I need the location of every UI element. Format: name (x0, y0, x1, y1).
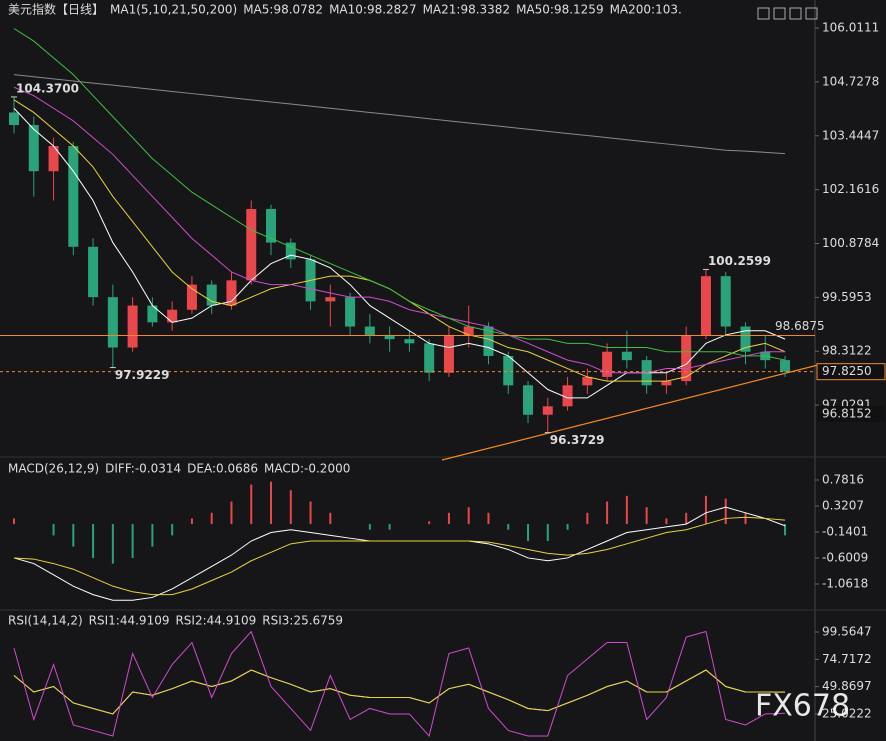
legend-entry: MA10:98.2827 (329, 3, 417, 17)
candle-body (602, 351, 613, 377)
level-label: 98.6875 (775, 319, 825, 333)
candle-body (720, 276, 731, 327)
series-line (13, 107, 786, 399)
candle-body (700, 276, 711, 335)
candle-body (246, 209, 257, 281)
price-box (816, 363, 886, 381)
candle-body (681, 334, 692, 382)
y-tick-label: 106.0111 (822, 21, 879, 35)
annotation-label: 100.2599 (708, 254, 771, 268)
candle-body (266, 209, 277, 243)
legend-entry: MA1(5,10,21,50,200) (110, 3, 237, 17)
legend-entry: MA50:98.1259 (516, 3, 604, 17)
candle-body (404, 339, 415, 344)
legend-entry: MA200:103. (610, 3, 682, 17)
candle-body (226, 280, 237, 306)
candle-body (582, 376, 593, 386)
candle-body (107, 297, 118, 348)
legend-entry: 【日线】 (56, 3, 104, 17)
candle-body (661, 381, 672, 386)
candle-body (345, 297, 356, 327)
y-tick-label: -1.0618 (822, 576, 868, 590)
candle-body (9, 112, 19, 126)
candle-body (28, 125, 39, 172)
tool-icon[interactable] (789, 7, 802, 20)
candle-body (147, 305, 158, 323)
y-tick-label: 98.3122 (822, 344, 872, 358)
legend-entry: RSI2:44.9109 (175, 614, 256, 628)
legend-entry: 美元指数 (8, 2, 56, 17)
candle-body (206, 284, 217, 306)
candle-body (443, 334, 454, 373)
series-line (13, 630, 786, 737)
legend-entry: MA21:98.3382 (423, 3, 511, 17)
annotation-label: 104.3700 (16, 81, 79, 95)
tool-icon[interactable] (773, 7, 786, 20)
series-line (13, 669, 786, 715)
candle-body (621, 351, 632, 361)
legend-entry: MACD:-0.2000 (264, 462, 350, 476)
candle-body (384, 334, 395, 340)
y-tick-label: 99.5953 (822, 290, 872, 304)
series-line (13, 86, 786, 374)
candle-body (483, 326, 494, 356)
watermark: FX678 (755, 689, 850, 724)
candle-body (127, 305, 138, 348)
annotation-label: 96.3729 (550, 433, 605, 447)
legend-entry: RSI3:25.6759 (262, 614, 343, 628)
y-tick-label: 100.8784 (822, 236, 879, 250)
y-tick-label: 104.7278 (822, 74, 879, 88)
legend-entry: RSI(14,14,2) (8, 614, 83, 628)
candle-body (463, 326, 474, 335)
y-tick-label: 0.3207 (822, 498, 864, 512)
price-box (817, 406, 885, 423)
candle-body (503, 355, 514, 386)
candle-body (562, 385, 573, 407)
y-tick-label: 25.0222 (822, 706, 872, 720)
candle-body (740, 326, 751, 352)
candle-body (186, 284, 197, 310)
tool-icon[interactable] (805, 7, 818, 20)
candle-body (68, 146, 79, 247)
legend-entry: DIFF:-0.0314 (105, 462, 181, 476)
candle-body (542, 406, 553, 415)
tool-icon[interactable] (757, 7, 770, 20)
y-tick-label: 102.1616 (822, 182, 879, 196)
y-tick-label: 103.4447 (822, 128, 879, 142)
trend-line (441, 364, 819, 461)
candle-body (48, 146, 59, 172)
candle-body (780, 360, 791, 372)
level-label: 96.8152 (822, 407, 872, 421)
candle-body (167, 309, 178, 323)
candle-body (364, 326, 375, 335)
series-line (13, 516, 786, 596)
y-tick-label: 49.8697 (822, 679, 872, 693)
toolbar (757, 7, 818, 20)
level-label: 97.8250 (822, 364, 872, 378)
candle-body (325, 297, 336, 302)
y-tick-label: -0.6009 (822, 550, 868, 564)
y-tick-label: 99.5647 (822, 625, 872, 639)
candle-body (88, 246, 99, 298)
series-line (13, 74, 786, 155)
y-tick-label: 74.7172 (822, 652, 872, 666)
candle-body (523, 385, 534, 415)
legend-entry: RSI1:44.9109 (89, 614, 170, 628)
candle-body (285, 242, 296, 260)
series-line (13, 28, 786, 361)
y-tick-label: 0.7816 (822, 472, 864, 486)
legend-entry: MA5:98.0782 (243, 3, 323, 17)
annotation-label: 97.9229 (115, 368, 170, 382)
y-tick-label: -0.1401 (822, 524, 868, 538)
legend-entry: DEA:0.0686 (187, 462, 258, 476)
candle-body (424, 343, 435, 373)
legend-entry: MACD(26,12,9) (8, 462, 99, 476)
